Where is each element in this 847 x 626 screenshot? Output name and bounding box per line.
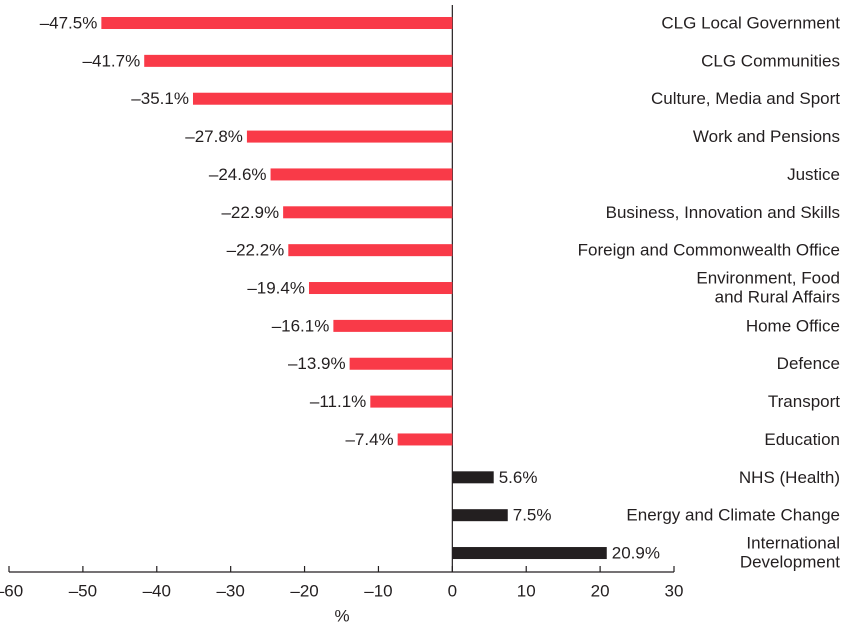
value-label: 7.5% [513, 506, 552, 525]
bar [308, 282, 453, 295]
x-axis-label: % [334, 606, 349, 625]
bar [246, 130, 453, 143]
value-label: –22.9% [221, 203, 279, 222]
x-tick-label: –10 [364, 581, 392, 600]
bar [333, 319, 453, 332]
x-tick-label: 10 [517, 581, 536, 600]
value-label: –19.4% [247, 279, 305, 298]
value-label: –13.9% [288, 354, 346, 373]
value-label: –24.6% [209, 165, 267, 184]
value-label: –7.4% [345, 430, 393, 449]
x-tick-label: 30 [665, 581, 684, 600]
bar [397, 433, 453, 446]
category-label: Transport [768, 392, 840, 411]
category-label: Culture, Media and Sport [651, 89, 840, 108]
bar [270, 168, 453, 181]
bar [192, 92, 453, 105]
x-tick-label: 20 [591, 581, 610, 600]
value-label: –22.2% [227, 241, 285, 260]
category-label: Foreign and Commonwealth Office [578, 241, 840, 260]
category-label: CLG Local Government [661, 13, 840, 32]
bar [370, 395, 453, 408]
bar [452, 471, 494, 484]
bar [283, 206, 453, 219]
bar [452, 547, 607, 560]
category-label: Environment, Food and Rural Affairs [696, 269, 840, 307]
x-tick-label: –30 [216, 581, 244, 600]
x-tick-label: –40 [143, 581, 171, 600]
bar [144, 54, 453, 67]
value-label: –27.8% [185, 127, 243, 146]
category-label: CLG Communities [701, 51, 840, 70]
value-label: 20.9% [612, 544, 660, 563]
value-label: –35.1% [131, 89, 189, 108]
value-label: 5.6% [499, 468, 538, 487]
bar [288, 244, 453, 257]
x-tick-label: –50 [69, 581, 97, 600]
category-label: Work and Pensions [693, 127, 840, 146]
category-label: Justice [787, 165, 840, 184]
value-label: –41.7% [83, 51, 141, 70]
value-label: –47.5% [40, 13, 98, 32]
value-label: –11.1% [310, 392, 366, 411]
category-label: Defence [777, 354, 840, 373]
x-tick-label: 0 [448, 581, 457, 600]
bar [349, 357, 453, 370]
category-label: NHS (Health) [739, 468, 840, 487]
bar [452, 509, 508, 522]
value-label: –16.1% [272, 316, 330, 335]
category-label: Home Office [746, 316, 840, 335]
bar [101, 17, 453, 29]
category-label: Business, Innovation and Skills [606, 203, 840, 222]
x-tick-label: –20 [290, 581, 318, 600]
category-label: Education [764, 430, 840, 449]
x-tick-label: –60 [0, 581, 23, 600]
category-label: International Development [740, 534, 840, 572]
category-label: Energy and Climate Change [626, 506, 840, 525]
